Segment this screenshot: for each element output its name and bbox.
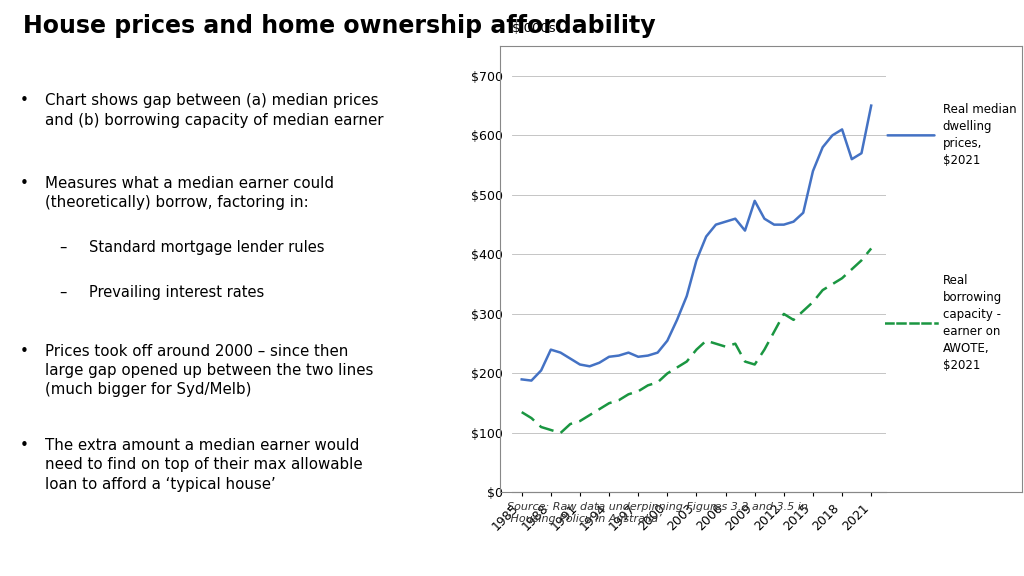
Text: –: – <box>59 240 67 255</box>
Text: •: • <box>20 344 29 359</box>
Text: •: • <box>20 176 29 191</box>
Text: Real
borrowing
capacity -
earner on
AWOTE,
$2021: Real borrowing capacity - earner on AWOT… <box>943 274 1002 372</box>
Text: Real median
dwelling
prices,
$2021: Real median dwelling prices, $2021 <box>943 103 1017 168</box>
Text: $’000s: $’000s <box>512 22 557 35</box>
Text: •: • <box>20 93 29 108</box>
Text: The extra amount a median earner would
need to find on top of their max allowabl: The extra amount a median earner would n… <box>45 438 362 491</box>
Text: Prevailing interest rates: Prevailing interest rates <box>89 285 264 300</box>
Text: Source: Raw data underpinning Figures 3.2 and 3.5 in
‘Housing Policy in Australi: Source: Raw data underpinning Figures 3.… <box>507 502 808 524</box>
Text: Prices took off around 2000 – since then
large gap opened up between the two lin: Prices took off around 2000 – since then… <box>45 344 373 397</box>
Text: Chart shows gap between (a) median prices
and (b) borrowing capacity of median e: Chart shows gap between (a) median price… <box>45 93 383 127</box>
Text: Measures what a median earner could
(theoretically) borrow, factoring in:: Measures what a median earner could (the… <box>45 176 334 210</box>
Text: Standard mortgage lender rules: Standard mortgage lender rules <box>89 240 325 255</box>
Text: –: – <box>59 285 67 300</box>
Text: House prices and home ownership affordability: House prices and home ownership affordab… <box>23 14 655 39</box>
Text: •: • <box>20 438 29 453</box>
